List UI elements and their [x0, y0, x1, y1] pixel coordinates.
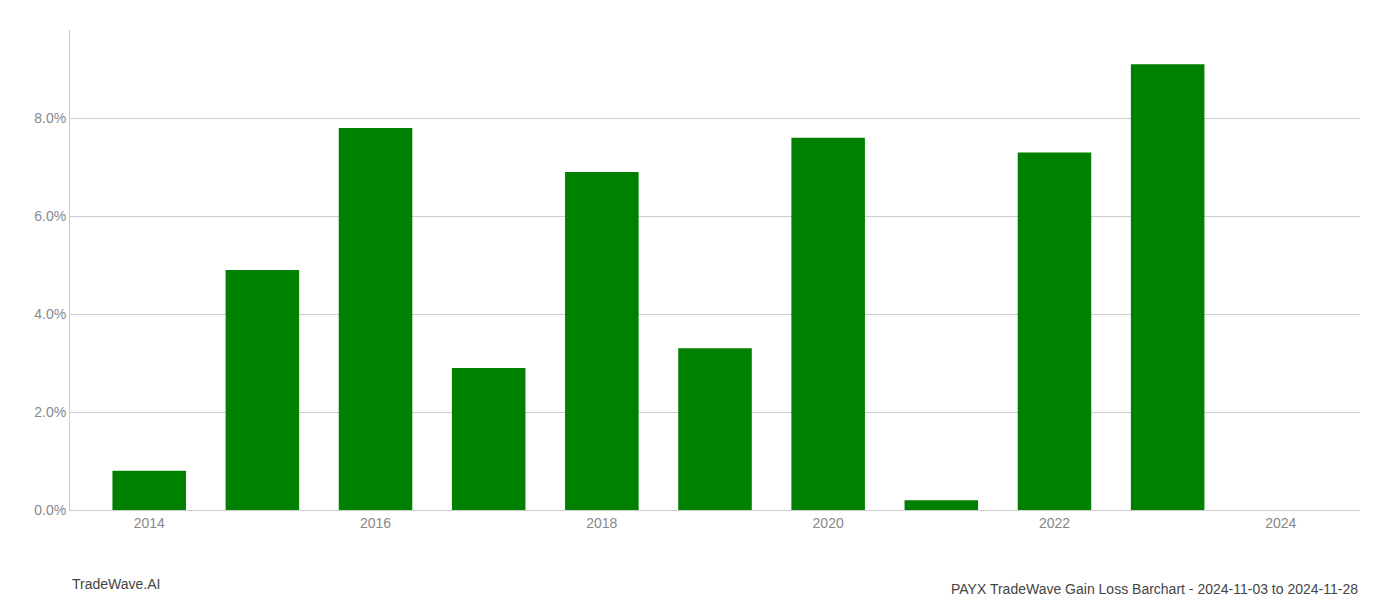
svg-text:0.0%: 0.0%	[34, 502, 66, 518]
svg-text:TradeWave.AI: TradeWave.AI	[72, 576, 160, 592]
svg-text:2.0%: 2.0%	[34, 404, 66, 420]
svg-text:PAYX TradeWave Gain Loss Barch: PAYX TradeWave Gain Loss Barchart - 2024…	[951, 581, 1358, 597]
svg-text:2018: 2018	[586, 515, 617, 531]
svg-text:2024: 2024	[1265, 515, 1296, 531]
svg-text:2014: 2014	[134, 515, 165, 531]
svg-text:6.0%: 6.0%	[34, 208, 66, 224]
svg-text:2020: 2020	[813, 515, 844, 531]
svg-text:2016: 2016	[360, 515, 391, 531]
svg-text:4.0%: 4.0%	[34, 306, 66, 322]
svg-text:2022: 2022	[1039, 515, 1070, 531]
svg-text:8.0%: 8.0%	[34, 110, 66, 126]
